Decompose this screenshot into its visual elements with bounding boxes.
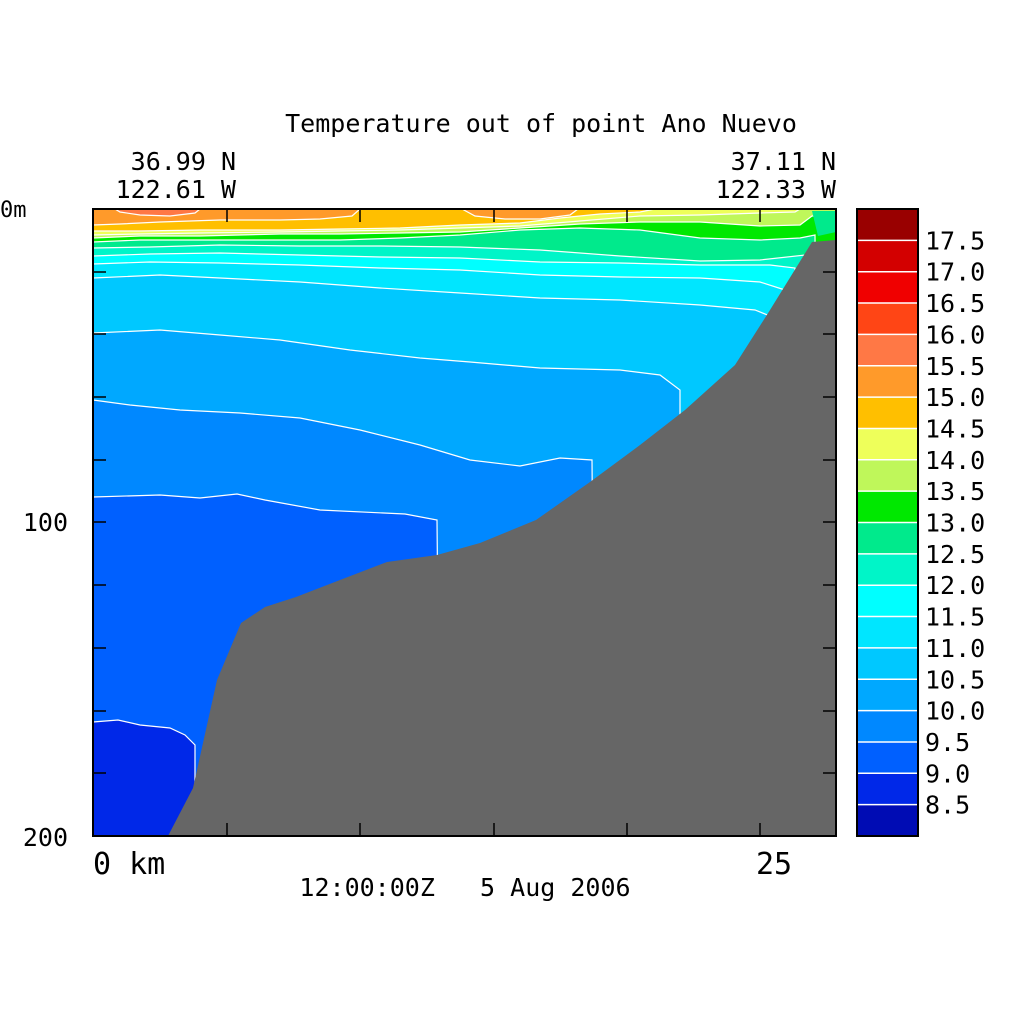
colorbar-swatch	[857, 647, 918, 680]
colorbar-swatch	[857, 710, 918, 743]
colorbar-label: 16.5	[925, 289, 985, 318]
timestamp-label: 12:00:00Z 5 Aug 2006	[299, 873, 630, 902]
plot-area	[93, 209, 836, 836]
colorbar-swatch	[857, 334, 918, 367]
band-12	[93, 209, 836, 836]
colorbar-label: 9.5	[925, 728, 970, 757]
colorbar-label: 17.0	[925, 258, 985, 287]
colorbar-label: 12.0	[925, 571, 985, 600]
band-10-5	[93, 209, 836, 836]
colorbar-label: 15.0	[925, 383, 985, 412]
colorbar-label: 11.0	[925, 634, 985, 663]
colorbar-label: 13.0	[925, 509, 985, 538]
colorbar-label: 17.5	[925, 226, 985, 255]
colorbar-frame	[856, 208, 919, 837]
right-lat-label: 37.11 N	[731, 147, 836, 176]
colorbar-swatch	[857, 616, 918, 649]
colorbar-swatch	[857, 428, 918, 461]
colorbar-swatch	[857, 773, 918, 806]
chart-title: Temperature out of point Ano Nuevo	[285, 109, 797, 138]
colorbar-swatch	[857, 553, 918, 586]
colorbar-label: 9.0	[925, 759, 970, 788]
band-11-5	[93, 209, 836, 836]
band-13	[93, 209, 836, 836]
band-12-5-corner	[812, 211, 836, 236]
y-tick-label-200: 200	[23, 823, 68, 852]
colorbar-swatch	[857, 522, 918, 555]
colorbar-swatch	[857, 365, 918, 398]
y-tick-label-0: 0m	[0, 198, 27, 223]
colorbar-label: 12.5	[925, 540, 985, 569]
colorbar: 17.5 17.016.516.0 15.515.014.5 14.013.5 13.0…	[856, 208, 985, 837]
x-tick-label-25: 25	[756, 847, 792, 882]
colorbar-label: 8.5	[925, 791, 970, 820]
band-15-5-patch	[113, 209, 201, 217]
x-tick-label-0: 0 km	[93, 847, 165, 882]
colorbar-swatch	[857, 679, 918, 712]
colorbar-swatch	[857, 491, 918, 523]
colorbar-label: 10.0	[925, 697, 985, 726]
colorbar-swatch	[857, 804, 918, 837]
colorbar-swatch	[857, 741, 918, 774]
land-mask	[168, 240, 836, 836]
colorbar-swatch	[857, 397, 918, 429]
band-15-patch-mid	[461, 209, 579, 220]
y-tick-label-100: 100	[23, 508, 68, 537]
left-lon-label: 122.61 W	[116, 175, 237, 204]
colorbar-swatch	[857, 303, 918, 335]
colorbar-label: 11.5	[925, 603, 985, 632]
colorbar-label: 14.0	[925, 446, 985, 475]
colorbar-label: 13.5	[925, 477, 985, 506]
colorbar-swatch	[857, 459, 918, 492]
colorbar-swatch	[857, 240, 918, 273]
tick-marks	[93, 209, 836, 836]
colorbar-swatch	[857, 271, 918, 304]
colorbar-label: 14.5	[925, 414, 985, 443]
colorbar-swatch	[857, 209, 918, 241]
colorbar-swatch	[857, 585, 918, 618]
left-lat-label: 36.99 N	[131, 147, 236, 176]
colorbar-label: 10.5	[925, 665, 985, 694]
band-12-5	[93, 209, 836, 836]
colorbar-label: 16.0	[925, 320, 985, 349]
right-lon-label: 122.33 W	[716, 175, 837, 204]
colorbar-label: 15.5	[925, 352, 985, 381]
